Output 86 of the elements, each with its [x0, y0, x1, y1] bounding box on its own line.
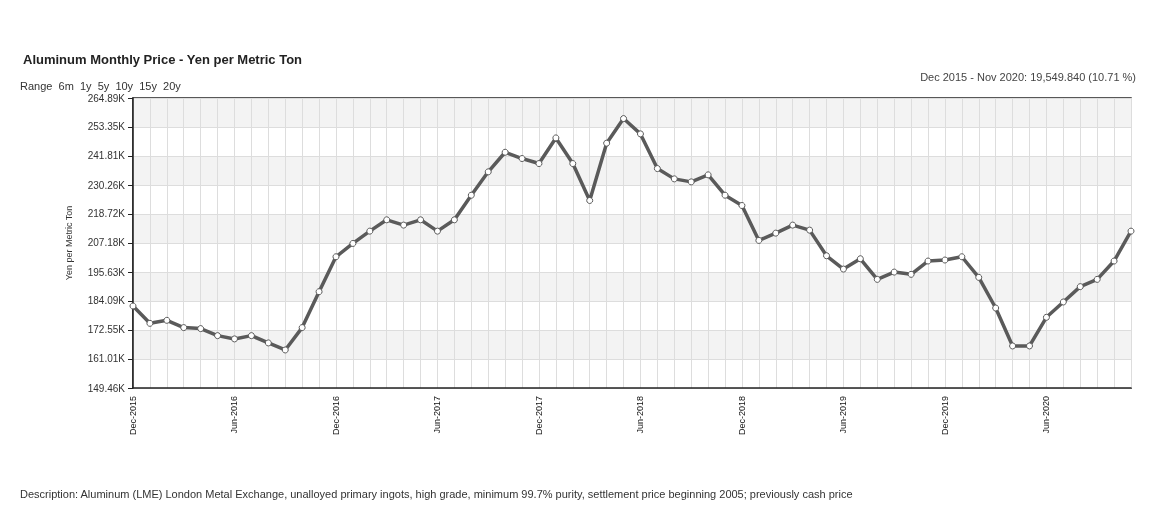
y-tick-label: 230.26K [87, 179, 126, 191]
point [1009, 342, 1017, 350]
point [1026, 342, 1034, 350]
chart-title: Aluminum Monthly Price - Yen per Metric Ton [23, 52, 303, 67]
y-tick-label: 149.46K [87, 382, 126, 394]
x-tick-label: Dec-2018 [736, 396, 747, 436]
y-tick-label: 241.81K [87, 150, 126, 162]
point [281, 346, 289, 354]
point [704, 171, 712, 179]
x-tick-label: Jun-2017 [432, 396, 443, 434]
point [247, 332, 255, 340]
y-tick-label: 184.09K [87, 295, 126, 307]
y-tick-label: 264.89K [87, 92, 126, 104]
point [958, 253, 966, 261]
point [146, 319, 154, 327]
point [433, 227, 441, 235]
x-tick-label: Dec-2015 [128, 396, 138, 436]
point [772, 229, 780, 237]
point [298, 324, 306, 332]
point [1093, 275, 1101, 283]
x-tick-label: Dec-2017 [533, 396, 544, 436]
point [603, 139, 611, 147]
point [890, 268, 898, 276]
point [264, 339, 272, 347]
point [417, 216, 425, 224]
y-tick-label: 195.63K [87, 266, 126, 278]
point [806, 226, 814, 234]
point [738, 202, 746, 209]
point [873, 275, 881, 283]
point [1127, 227, 1135, 235]
point [620, 115, 628, 123]
x-tick-label: Dec-2016 [330, 396, 341, 436]
point [383, 216, 391, 224]
point [839, 265, 847, 273]
point [214, 332, 222, 340]
y-tick-label: 253.35K [87, 121, 126, 133]
point [1076, 283, 1084, 291]
y-tick-label: 161.01K [87, 353, 126, 365]
chart-subtitle: Dec 2015 - Nov 2020: 19,549.840 (10.71 %) [920, 70, 1137, 83]
point [907, 270, 915, 278]
point [721, 191, 729, 199]
point [992, 304, 1000, 312]
y-tick-label: 207.18K [87, 237, 126, 249]
point [755, 236, 763, 244]
point [366, 227, 374, 235]
point [231, 335, 238, 343]
y-tick-label: 172.55K [87, 324, 126, 336]
point [349, 239, 357, 247]
point [586, 196, 594, 204]
text: Range 6m 1y 5y 10y 15y 20y [20, 80, 182, 92]
point [450, 216, 458, 224]
point [552, 134, 560, 142]
point [501, 148, 509, 156]
point [535, 160, 543, 168]
point [941, 256, 949, 264]
point [315, 288, 323, 296]
point [789, 221, 797, 229]
point [332, 253, 340, 261]
x-tick-label: Jun-2019 [838, 396, 849, 434]
point [653, 165, 661, 173]
point [636, 130, 644, 138]
x-tick-label: Jun-2018 [635, 396, 646, 434]
point [163, 316, 171, 324]
point [518, 155, 526, 163]
point [197, 325, 205, 333]
point [856, 255, 864, 263]
point [670, 175, 678, 183]
point [467, 191, 475, 199]
point [975, 273, 983, 281]
text: Description: Aluminum (LME) London Metal Exchange, unalloyed primary ingots, high grade, minimum 99.7% purity, settlement price beginning 2005; previously cash price [20, 488, 853, 500]
y-axis-title: Yen per Metric Ton [63, 205, 74, 281]
point [180, 324, 188, 332]
point [569, 160, 577, 168]
x-tick-label: Jun-2020 [1041, 396, 1052, 434]
point [823, 252, 831, 260]
point [1110, 257, 1118, 265]
x-tick-label: Dec-2019 [939, 396, 950, 436]
point [484, 168, 492, 176]
point [400, 221, 408, 229]
point [1059, 298, 1067, 306]
x-tick-label: Jun-2016 [229, 396, 240, 434]
point [1042, 313, 1050, 321]
point [924, 257, 932, 265]
point [129, 302, 137, 310]
point [687, 178, 695, 186]
y-tick-label: 218.72K [87, 208, 126, 220]
